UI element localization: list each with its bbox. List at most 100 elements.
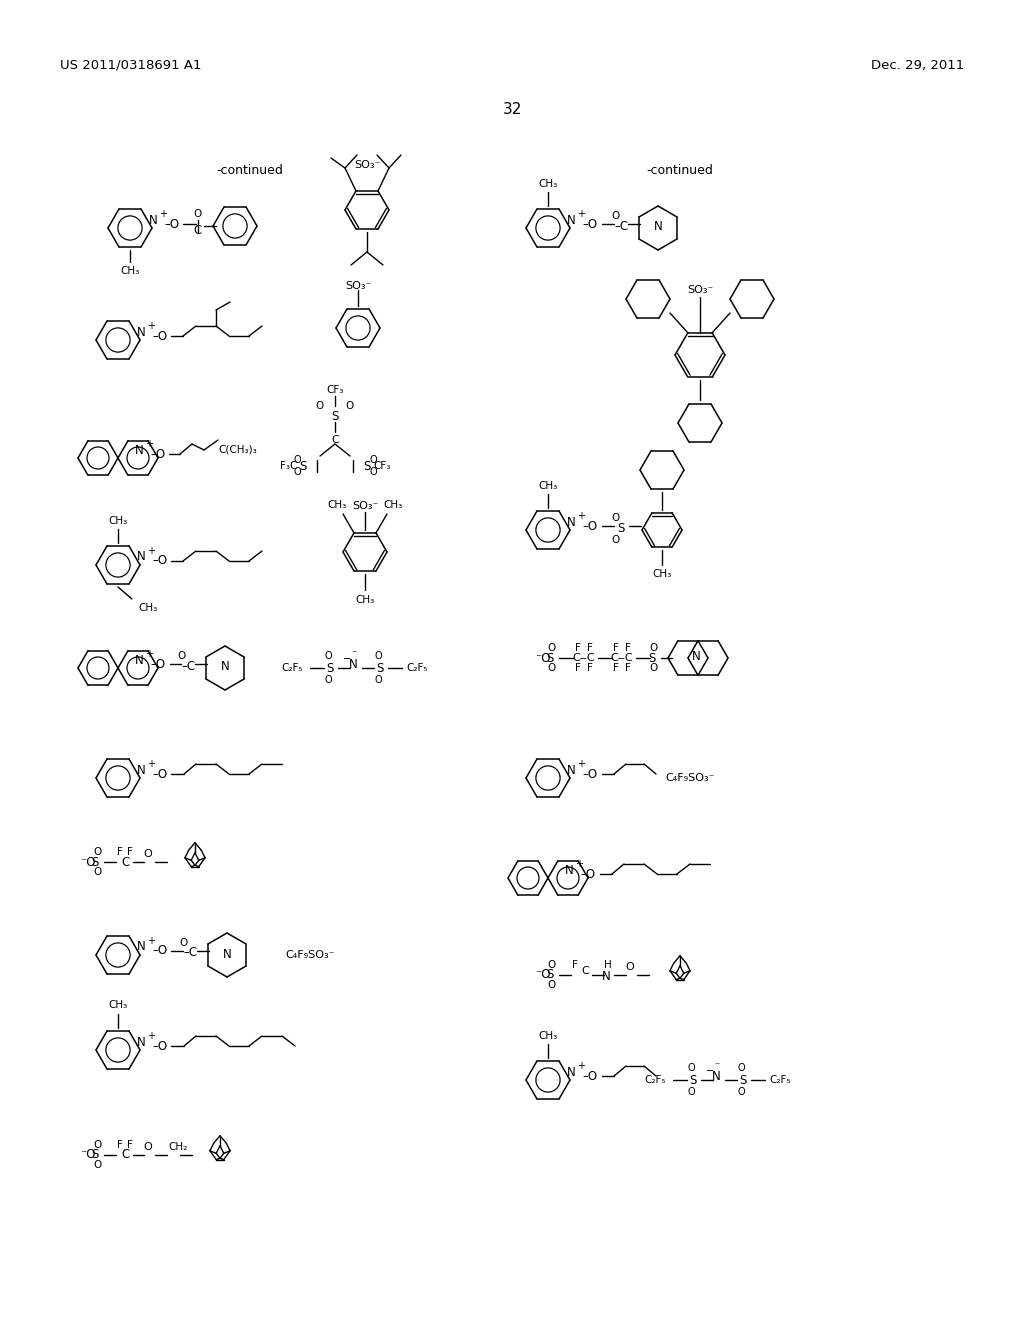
Text: CH₃: CH₃ bbox=[109, 1001, 128, 1010]
Text: C: C bbox=[121, 1148, 129, 1162]
Text: Dec. 29, 2011: Dec. 29, 2011 bbox=[870, 58, 964, 71]
Text: N: N bbox=[602, 969, 610, 982]
Text: US 2011/0318691 A1: US 2011/0318691 A1 bbox=[60, 58, 202, 71]
Text: –O: –O bbox=[153, 330, 168, 342]
Text: S: S bbox=[547, 969, 554, 982]
Text: O: O bbox=[687, 1063, 695, 1073]
Text: O: O bbox=[548, 643, 556, 653]
Text: N: N bbox=[134, 653, 143, 667]
Text: O: O bbox=[143, 1142, 153, 1152]
Text: C(CH₃)₃: C(CH₃)₃ bbox=[218, 445, 257, 455]
Text: C: C bbox=[194, 223, 202, 236]
Text: O: O bbox=[370, 467, 377, 477]
Text: C₂F₅: C₂F₅ bbox=[644, 1074, 666, 1085]
Text: O: O bbox=[548, 663, 556, 673]
Text: O: O bbox=[611, 211, 620, 220]
Text: –O: –O bbox=[581, 867, 596, 880]
Text: +: + bbox=[147, 936, 155, 946]
Text: +: + bbox=[145, 649, 153, 659]
Text: F: F bbox=[613, 663, 618, 673]
Text: ⁻: ⁻ bbox=[715, 1061, 720, 1071]
Text: O: O bbox=[178, 651, 186, 661]
Text: F: F bbox=[572, 960, 578, 970]
Text: F: F bbox=[127, 1140, 133, 1150]
Text: O: O bbox=[611, 535, 620, 545]
Text: N: N bbox=[136, 1035, 145, 1048]
Text: CH₃: CH₃ bbox=[355, 595, 375, 605]
Text: C‒C: C‒C bbox=[572, 653, 595, 663]
Text: –O: –O bbox=[583, 520, 598, 532]
Text: SO₃⁻: SO₃⁻ bbox=[345, 281, 371, 290]
Text: S: S bbox=[91, 855, 98, 869]
Text: +: + bbox=[577, 511, 585, 521]
Text: S: S bbox=[91, 1148, 98, 1162]
Text: N: N bbox=[566, 214, 575, 227]
Text: S: S bbox=[547, 652, 554, 664]
Text: 32: 32 bbox=[503, 103, 521, 117]
Text: O: O bbox=[194, 209, 202, 219]
Text: N: N bbox=[136, 550, 145, 564]
Text: CH₂: CH₂ bbox=[168, 1142, 187, 1152]
Text: O: O bbox=[325, 675, 332, 685]
Text: F: F bbox=[625, 643, 631, 653]
Text: –O: –O bbox=[583, 1069, 598, 1082]
Text: CF₃: CF₃ bbox=[373, 461, 390, 471]
Text: CH₃: CH₃ bbox=[652, 569, 672, 579]
Text: CH₃: CH₃ bbox=[539, 1031, 558, 1041]
Text: C₂F₅: C₂F₅ bbox=[406, 663, 427, 673]
Text: –O: –O bbox=[151, 447, 166, 461]
Text: O: O bbox=[143, 849, 153, 859]
Text: C₂F₅: C₂F₅ bbox=[769, 1074, 791, 1085]
Text: CH₃: CH₃ bbox=[383, 500, 402, 510]
Text: F: F bbox=[587, 643, 593, 653]
Text: S: S bbox=[332, 409, 339, 422]
Text: H: H bbox=[604, 960, 612, 970]
Text: C: C bbox=[121, 855, 129, 869]
Text: O: O bbox=[650, 643, 658, 653]
Text: F: F bbox=[625, 663, 631, 673]
Text: –O: –O bbox=[153, 554, 168, 568]
Text: +: + bbox=[577, 759, 585, 770]
Text: S: S bbox=[739, 1073, 746, 1086]
Text: ⁻O: ⁻O bbox=[80, 855, 95, 869]
Text: O: O bbox=[548, 960, 556, 970]
Text: F: F bbox=[575, 643, 581, 653]
Text: –O: –O bbox=[583, 218, 598, 231]
Text: CH₃: CH₃ bbox=[328, 500, 347, 510]
Text: F: F bbox=[117, 1140, 123, 1150]
Text: N: N bbox=[653, 220, 663, 234]
Text: ⁻O: ⁻O bbox=[535, 969, 551, 982]
Text: O: O bbox=[370, 455, 377, 465]
Text: O: O bbox=[346, 401, 354, 411]
Text: ⁻O: ⁻O bbox=[535, 652, 551, 664]
Text: O: O bbox=[325, 651, 332, 661]
Text: O: O bbox=[93, 867, 101, 876]
Text: O: O bbox=[626, 962, 635, 972]
Text: –O: –O bbox=[153, 945, 168, 957]
Text: SO₃⁻: SO₃⁻ bbox=[687, 285, 713, 294]
Text: O: O bbox=[93, 847, 101, 857]
Text: –C: –C bbox=[183, 946, 197, 960]
Text: ̅N: ̅N bbox=[349, 657, 358, 671]
Text: –O: –O bbox=[153, 767, 168, 780]
Text: SO₃⁻: SO₃⁻ bbox=[352, 502, 378, 511]
Text: +: + bbox=[147, 759, 155, 770]
Text: +: + bbox=[577, 209, 585, 219]
Text: –O: –O bbox=[165, 218, 179, 231]
Text: S: S bbox=[299, 459, 306, 473]
Text: C₂F₅: C₂F₅ bbox=[282, 663, 303, 673]
Text: +: + bbox=[577, 1061, 585, 1071]
Text: CF₃: CF₃ bbox=[327, 385, 344, 395]
Text: N: N bbox=[222, 948, 231, 961]
Text: S: S bbox=[364, 459, 371, 473]
Text: O: O bbox=[180, 939, 188, 948]
Text: C₄F₉SO₃⁻: C₄F₉SO₃⁻ bbox=[286, 950, 335, 960]
Text: ⁻: ⁻ bbox=[351, 649, 356, 659]
Text: SO₃⁻: SO₃⁻ bbox=[354, 160, 380, 170]
Text: CH₃: CH₃ bbox=[109, 516, 128, 525]
Text: CH₃: CH₃ bbox=[539, 480, 558, 491]
Text: ̅N: ̅N bbox=[713, 1069, 721, 1082]
Text: C: C bbox=[582, 966, 589, 975]
Text: –O: –O bbox=[151, 657, 166, 671]
Text: O: O bbox=[374, 651, 382, 661]
